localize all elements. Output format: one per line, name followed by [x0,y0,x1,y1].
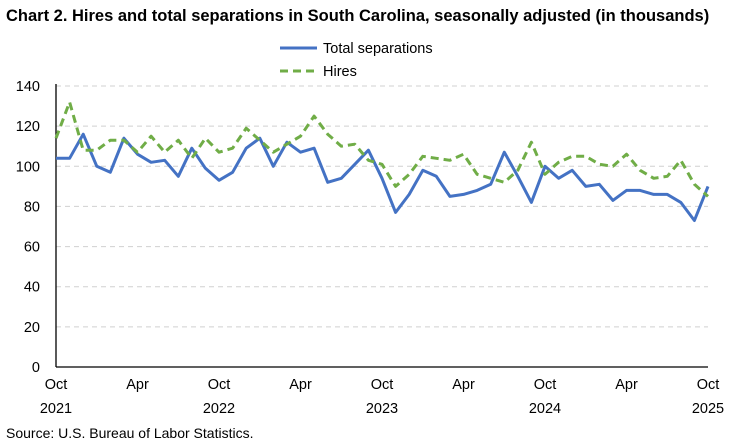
y-tick-label: 120 [16,119,40,135]
x-tick-year: 2022 [203,401,235,417]
x-tick-year: 2025 [692,401,724,417]
legend-label: Hires [323,64,357,80]
x-tick-month: Oct [371,377,394,393]
x-tick-month: Oct [208,377,231,393]
x-tick-month: Apr [452,377,475,393]
chart-title: Chart 2. Hires and total separations in … [6,7,710,25]
x-tick-year: 2023 [366,401,398,417]
x-tick-month: Apr [289,377,312,393]
x-tick-month: Oct [45,377,68,393]
source-note: Source: U.S. Bureau of Labor Statistics. [6,425,254,441]
y-tick-label: 60 [24,240,40,256]
y-tick-label: 20 [24,320,40,336]
y-tick-label: 0 [32,360,40,376]
y-tick-label: 140 [16,79,40,95]
y-tick-label: 80 [24,199,40,215]
x-tick-year: 2024 [529,401,561,417]
x-tick-month: Apr [126,377,149,393]
x-tick-month: Oct [697,377,720,393]
series-line-total-separations [56,132,710,222]
x-tick-month: Apr [615,377,638,393]
x-tick-month: Oct [534,377,557,393]
x-tick-year: 2021 [40,401,72,417]
legend-label: Total separations [323,41,433,57]
y-tick-label: 100 [16,159,40,175]
y-tick-label: 40 [24,280,40,296]
